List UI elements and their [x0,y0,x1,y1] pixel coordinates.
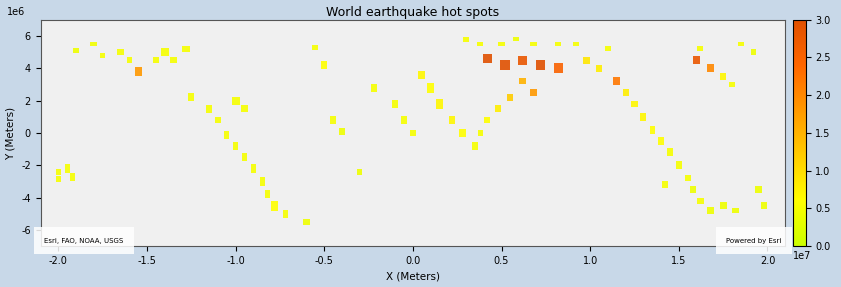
Bar [729,82,735,87]
Bar [436,99,443,109]
Bar [224,131,230,139]
Bar [720,203,727,209]
Bar [685,175,690,181]
Bar [751,49,756,55]
Bar [401,116,407,124]
Bar [605,46,611,51]
Bar [231,96,240,105]
Bar [303,219,310,225]
Bar [531,42,537,46]
Bar [518,56,527,65]
Bar [392,100,399,108]
Bar [738,42,744,46]
Bar [135,67,141,76]
Bar [233,142,238,150]
Bar [215,117,220,123]
Bar [339,128,345,135]
Bar [463,37,469,42]
Bar [260,177,265,185]
Bar [761,203,766,209]
Bar [418,71,426,79]
Bar [696,198,704,204]
Bar [100,53,105,58]
Bar [170,57,177,63]
Bar [331,116,336,124]
Bar [519,78,526,84]
Bar [583,57,590,64]
Bar [410,130,415,136]
Bar [117,49,124,55]
Bar [622,89,629,96]
Bar [690,186,696,193]
Bar [707,64,714,72]
Bar [720,73,727,79]
Bar [449,116,455,124]
Bar [483,54,492,63]
Bar [265,190,270,198]
Bar [659,137,664,145]
Bar [697,46,703,51]
Bar [662,181,668,188]
Bar [732,208,739,214]
Bar [495,105,501,112]
Bar [56,168,61,175]
Text: 1e7: 1e7 [792,251,811,261]
Bar [507,94,514,101]
Bar [693,56,700,64]
X-axis label: X (Meters): X (Meters) [386,272,440,282]
Bar [272,201,278,211]
Bar [427,83,434,92]
Bar [500,60,510,70]
Bar [473,142,478,150]
Bar [242,153,247,161]
Bar [90,42,98,46]
Text: Powered by Esri: Powered by Esri [726,238,781,244]
Bar [640,113,647,121]
Bar [153,57,159,63]
Text: 1e6: 1e6 [8,7,26,18]
Bar [321,61,327,69]
Bar [241,105,247,112]
Bar [206,105,212,113]
Bar [65,164,70,172]
Bar [707,207,714,214]
Text: Esri, FAO, NOAA, USGS: Esri, FAO, NOAA, USGS [45,238,124,244]
Bar [675,161,682,169]
Bar [459,129,466,137]
Bar [554,63,563,73]
Bar [649,126,655,134]
Bar [73,48,79,53]
Bar [632,101,637,107]
Bar [484,117,490,123]
Bar [755,186,762,193]
Bar [573,42,579,46]
Bar [161,48,169,56]
Bar [70,172,75,181]
Bar [188,93,194,101]
Bar [499,42,505,46]
Bar [283,210,288,218]
Bar [596,65,602,72]
Bar [312,45,319,50]
Bar [182,46,189,52]
Bar [536,60,546,70]
Bar [613,77,621,85]
Bar [251,164,256,172]
Bar [513,37,519,41]
Title: World earthquake hot spots: World earthquake hot spots [326,5,500,19]
Bar [477,42,484,46]
Bar [555,42,561,46]
Y-axis label: Y (Meters): Y (Meters) [6,106,15,160]
Bar [126,57,132,63]
Bar [478,130,483,136]
Bar [371,84,377,92]
Bar [667,148,673,156]
Bar [56,176,61,182]
Bar [357,168,362,175]
Bar [531,89,537,96]
